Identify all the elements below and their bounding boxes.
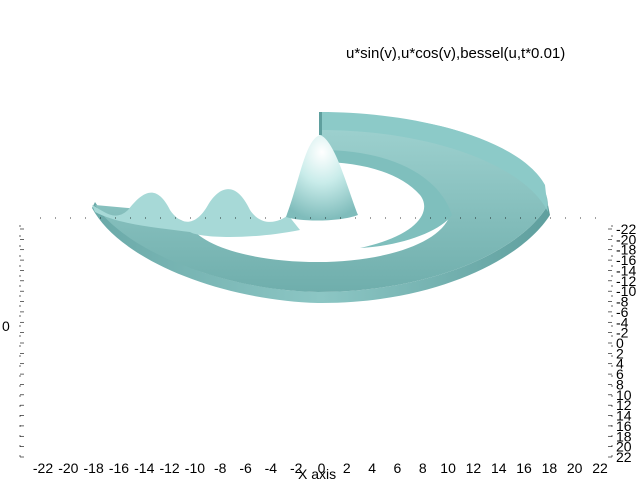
x-axis-tick-labels: -22 -20 -18 -16 -14 -12 -10 -8 -6 -4 -2 0 2 4 6 8 10 12 14… — [33, 460, 608, 476]
x-axis-title: X axis — [298, 466, 336, 480]
left-axis-tick-label: 0 — [2, 318, 10, 334]
right-axis-tick-label: -6 — [616, 304, 629, 320]
surface-outer-ridge — [320, 112, 548, 212]
x-tick-label: -18 — [84, 460, 104, 476]
x-tick-label: -8 — [214, 460, 227, 476]
x-tick-label: 18 — [542, 460, 558, 476]
surface — [92, 112, 550, 304]
right-axis-tick-label: 12 — [616, 397, 632, 413]
right-axis-tick-label: 10 — [616, 387, 632, 403]
x-tick-label: -12 — [159, 460, 179, 476]
x-tick-label: -2 — [290, 460, 303, 476]
right-axis-tick-label: -2 — [616, 325, 629, 341]
right-axis-tick-label: -22 — [616, 221, 636, 237]
surface-inner-ridge — [320, 150, 452, 248]
x-tick-label: -20 — [58, 460, 78, 476]
surface-front-rim — [92, 202, 550, 304]
right-axis-tick-label: 6 — [616, 366, 624, 382]
surface-central-peak — [286, 135, 358, 221]
x-tick-label: -4 — [265, 460, 278, 476]
x-tick-label: -10 — [185, 460, 205, 476]
axes — [19, 217, 613, 460]
x-tick-label: 2 — [343, 460, 351, 476]
chart-title: u*sin(v),u*cos(v),bessel(u,t*0.01) — [346, 45, 565, 62]
surface-cut-face — [92, 189, 300, 237]
right-axis-tick-labels: -22-20-18-16-14-12-10-8-6-4-202468101214… — [20, 221, 636, 465]
right-axis-tick-label: 14 — [616, 408, 632, 424]
right-axis-tick-label: -14 — [616, 262, 636, 278]
x-tick-label: -6 — [239, 460, 252, 476]
right-axis-tick-label: -8 — [616, 294, 629, 310]
left-axis-tick-labels: 0 — [2, 318, 10, 334]
right-axis-tick-label: -18 — [616, 242, 636, 258]
surface-disc-top — [95, 120, 548, 292]
x-tick-label: 10 — [440, 460, 456, 476]
x-tick-label: 12 — [466, 460, 482, 476]
x-tick-label: 0 — [318, 460, 326, 476]
right-axis-tick-label: -12 — [616, 273, 636, 289]
right-axis-tick-label: -10 — [616, 283, 636, 299]
right-axis-tick-label: 20 — [616, 439, 632, 455]
right-axis-tick-label: -16 — [616, 252, 636, 268]
right-axis-tick-label: 0 — [616, 335, 624, 351]
x-tick-label: -22 — [33, 460, 53, 476]
right-axis-tick-label: 16 — [616, 418, 632, 434]
right-axis-tick-label: 2 — [616, 345, 624, 361]
right-axis-tick-label: 4 — [616, 356, 624, 372]
surface-cut-edge — [319, 112, 322, 135]
x-tick-label: 6 — [394, 460, 402, 476]
right-axis-tick-label: 18 — [616, 428, 632, 444]
x-tick-label: 16 — [516, 460, 532, 476]
right-axis-tick-label: -4 — [616, 314, 629, 330]
x-tick-label: 14 — [491, 460, 507, 476]
x-tick-label: 4 — [368, 460, 376, 476]
x-tick-label: -16 — [109, 460, 129, 476]
x-tick-label: -14 — [134, 460, 154, 476]
x-tick-label: 20 — [567, 460, 583, 476]
x-tick-label: 22 — [592, 460, 608, 476]
right-axis-tick-label: 22 — [616, 449, 632, 465]
x-tick-label: 8 — [419, 460, 427, 476]
right-axis-tick-label: -20 — [616, 231, 636, 247]
right-axis-tick-label: 8 — [616, 376, 624, 392]
